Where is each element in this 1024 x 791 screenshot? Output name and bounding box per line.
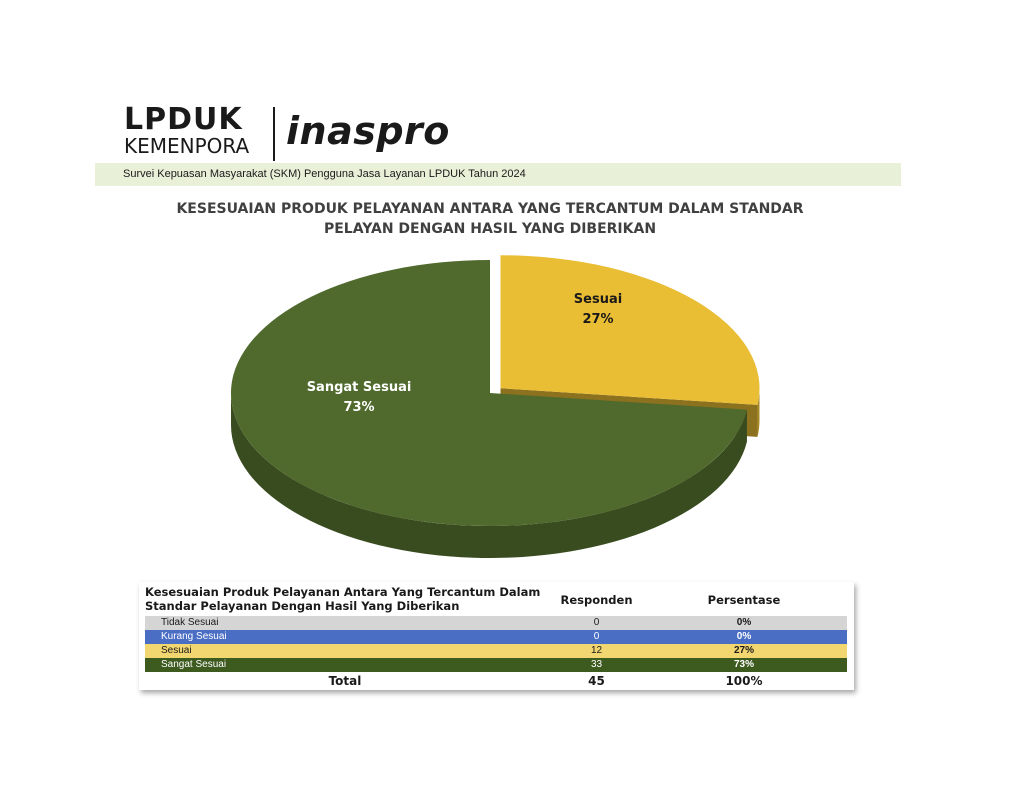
- logo-lpduk-text: LPDUK: [124, 102, 243, 137]
- row-persentase: 0%: [736, 631, 752, 642]
- total-label: Total: [328, 674, 362, 688]
- total-responden: 45: [588, 674, 605, 688]
- table-row: Sesuai 12 27%: [145, 644, 847, 658]
- pie-label-0: Sesuai: [574, 292, 622, 307]
- row-label: Kurang Sesuai: [161, 631, 227, 642]
- row-persentase: 0%: [736, 617, 752, 628]
- chart-title-line-1: KESESUAIAN PRODUK PELAYANAN ANTARA YANG …: [176, 201, 804, 217]
- table-header: Kesesuaian Produk Pelayanan Antara Yang …: [139, 582, 854, 616]
- chart-title: KESESUAIAN PRODUK PELAYANAN ANTARA YANG …: [150, 199, 830, 239]
- table-row: Sangat Sesuai 33 73%: [145, 658, 847, 672]
- survey-band: Survei Kepuasan Masyarakat (SKM) Penggun…: [95, 163, 901, 186]
- row-label: Sesuai: [161, 645, 192, 656]
- survey-band-text: Survei Kepuasan Masyarakat (SKM) Penggun…: [123, 168, 526, 180]
- pie-slice-sesuai: [500, 255, 760, 405]
- pie-label-1: Sangat Sesuai: [307, 380, 412, 395]
- pie-side-1: [231, 393, 747, 558]
- row-responden: 33: [590, 659, 603, 670]
- table-row: Kurang Sesuai 0 0%: [145, 630, 847, 644]
- table-total-row: Total 45 100%: [145, 674, 847, 689]
- pie-pct-label-1: 73%: [343, 400, 374, 415]
- chart-title-line-2: PELAYAN DENGAN HASIL YANG DIBERIKAN: [323, 221, 657, 237]
- total-persentase: 100%: [725, 674, 763, 688]
- logo-inaspro-text: inaspro: [286, 109, 450, 153]
- logo-kemenpora-text: KEMENPORA: [124, 134, 250, 158]
- table-header-category-line-2: Standar Pelayanan Dengan Hasil Yang Dibe…: [145, 599, 460, 613]
- logo-divider: [273, 107, 275, 161]
- row-persentase: 27%: [733, 645, 754, 656]
- table-header-category-line-1: Kesesuaian Produk Pelayanan Antara Yang …: [145, 585, 541, 599]
- table-row: Tidak Sesuai 0 0%: [145, 616, 847, 630]
- row-persentase: 73%: [733, 659, 754, 670]
- pie-pct-label-0: 27%: [582, 312, 613, 327]
- pie-side-0: [757, 388, 760, 437]
- row-responden: 0: [593, 631, 600, 642]
- row-responden: 0: [593, 617, 600, 628]
- row-responden: 12: [590, 645, 603, 656]
- table-header-category: Kesesuaian Produk Pelayanan Antara Yang …: [145, 585, 555, 613]
- table-header-responden: Responden: [560, 593, 633, 607]
- row-label: Tidak Sesuai: [161, 617, 219, 628]
- row-label: Sangat Sesuai: [161, 659, 227, 670]
- summary-table: Kesesuaian Produk Pelayanan Antara Yang …: [139, 582, 854, 690]
- pie-slice-sangat-sesuai: [231, 260, 747, 526]
- table-header-persentase: Persentase: [707, 593, 781, 607]
